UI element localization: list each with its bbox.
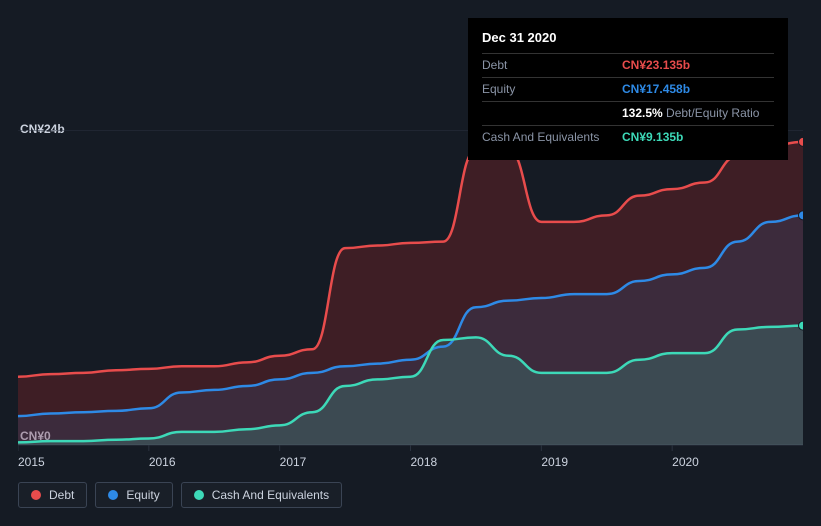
legend-dot-icon	[194, 490, 204, 500]
x-tick-label: 2016	[149, 455, 176, 469]
tooltip-label: Equity	[482, 80, 622, 99]
tooltip-row-debt: Debt CN¥23.135b	[482, 53, 774, 77]
legend-item[interactable]: Debt	[18, 482, 87, 508]
chart-container: CN¥24b CN¥0 201520162017201820192020 Dec…	[0, 0, 821, 526]
area-chart[interactable]	[18, 130, 803, 455]
legend-label: Debt	[49, 488, 74, 502]
tooltip-value: CN¥9.135b	[622, 128, 683, 147]
tooltip-value: CN¥17.458b	[622, 80, 690, 99]
legend-label: Cash And Equivalents	[212, 488, 329, 502]
tooltip-value: CN¥23.135b	[622, 56, 690, 75]
tooltip-label	[482, 104, 622, 123]
legend-dot-icon	[108, 490, 118, 500]
x-tick-label: 2015	[18, 455, 45, 469]
tooltip-row-cash: Cash And Equivalents CN¥9.135b	[482, 125, 774, 149]
legend-item[interactable]: Equity	[95, 482, 172, 508]
x-tick-label: 2020	[672, 455, 699, 469]
legend-label: Equity	[126, 488, 159, 502]
legend-dot-icon	[31, 490, 41, 500]
x-tick-label: 2017	[280, 455, 307, 469]
tooltip-ratio-label: Debt/Equity Ratio	[666, 106, 759, 120]
tooltip-row-ratio: 132.5% Debt/Equity Ratio	[482, 101, 774, 125]
tooltip-row-equity: Equity CN¥17.458b	[482, 77, 774, 101]
tooltip-label: Debt	[482, 56, 622, 75]
legend-item[interactable]: Cash And Equivalents	[181, 482, 342, 508]
x-tick-label: 2018	[411, 455, 438, 469]
chart-legend: Debt Equity Cash And Equivalents	[18, 482, 342, 508]
tooltip-label: Cash And Equivalents	[482, 128, 622, 147]
chart-tooltip: Dec 31 2020 Debt CN¥23.135b Equity CN¥17…	[468, 18, 788, 160]
tooltip-date: Dec 31 2020	[482, 28, 774, 49]
x-tick-label: 2019	[541, 455, 568, 469]
tooltip-ratio-value: 132.5%	[622, 106, 663, 120]
